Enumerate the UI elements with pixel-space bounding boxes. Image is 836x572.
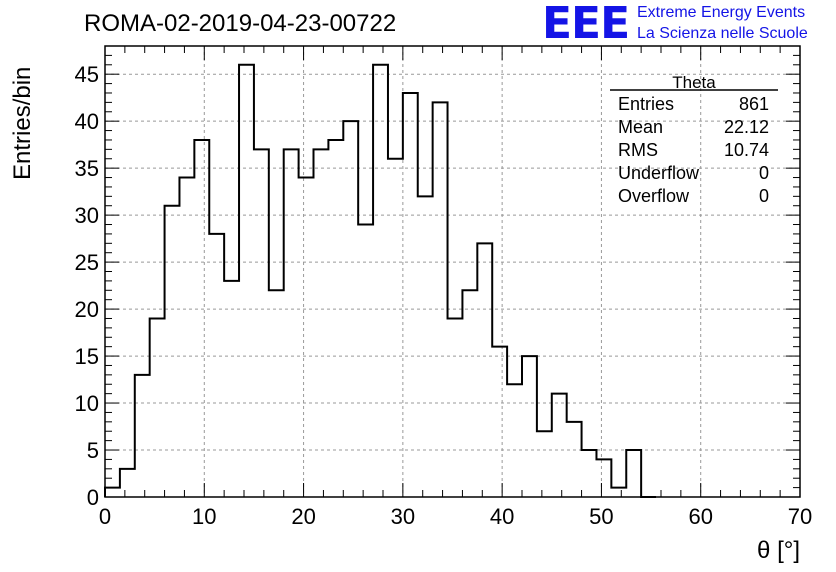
x-tick-label: 70 [788,504,812,529]
stats-box: Theta Entries 861 Mean 22.12 RMS 10.74 Underfl… [610,73,778,206]
y-tick-labels: 0 5 10 15 20 25 30 35 40 45 [75,62,99,510]
x-tick-label: 50 [589,504,613,529]
x-axis-label: θ [°] [757,537,800,564]
stats-value: 10.74 [724,140,769,160]
stats-label: Entries [618,94,674,114]
axis-ticks [104,45,801,498]
x-tick-label: 30 [391,504,415,529]
stats-label: Mean [618,117,663,137]
stats-value: 0 [759,186,769,206]
y-tick-label: 45 [75,62,99,87]
x-tick-labels: 0 10 20 30 40 50 60 70 [99,504,812,529]
x-tick-label: 60 [688,504,712,529]
eee-logo: EEE [542,0,630,49]
stats-box-title: Theta [672,73,716,92]
stats-value: 0 [759,163,769,183]
x-tick-label: 40 [490,504,514,529]
stats-label: RMS [618,140,658,160]
histogram-step-line [104,63,657,498]
y-tick-label: 30 [75,203,99,228]
plot-frame [104,45,801,498]
y-tick-label: 25 [75,250,99,275]
x-tick-label: 0 [99,504,111,529]
stats-value: 861 [739,94,769,114]
y-axis-label: Entries/bin [9,67,36,180]
stats-value: 22.12 [724,117,769,137]
y-tick-label: 40 [75,109,99,134]
y-tick-label: 0 [87,485,99,510]
y-tick-label: 5 [87,438,99,463]
logo-line-1: Extreme Energy Events [637,4,806,21]
y-tick-label: 20 [75,297,99,322]
y-tick-label: 15 [75,344,99,369]
stats-label: Overflow [618,186,690,206]
chart-title: ROMA-02-2019-04-23-00722 [84,10,397,37]
y-tick-label: 10 [75,391,99,416]
logo-line-2: La Scienza nelle Scuole [637,25,808,42]
x-tick-label: 20 [291,504,315,529]
y-tick-label: 35 [75,156,99,181]
grid-lines [105,46,800,497]
x-tick-label: 10 [192,504,216,529]
stats-label: Underflow [618,163,700,183]
